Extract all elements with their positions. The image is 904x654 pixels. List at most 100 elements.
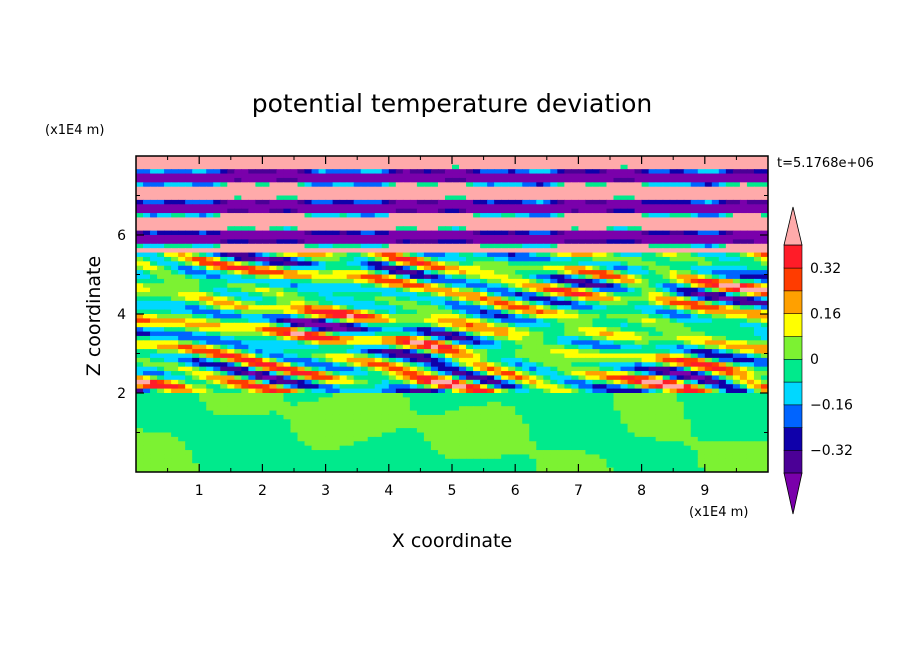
field-cell [241, 331, 249, 337]
field-cell [395, 191, 404, 197]
field-cell [262, 199, 271, 205]
field-cell [416, 195, 425, 201]
field-cell [388, 318, 397, 324]
field-cell [739, 221, 748, 227]
field-cell [339, 270, 348, 276]
field-cell [234, 270, 242, 276]
field-cell [143, 397, 151, 403]
field-cell [585, 160, 594, 166]
field-cell [423, 204, 432, 210]
field-cell [409, 274, 418, 280]
field-cell [304, 191, 313, 197]
field-cell [578, 331, 587, 337]
field-cell [487, 208, 495, 214]
field-cell [255, 309, 263, 315]
field-cell [655, 331, 664, 337]
field-cell [297, 230, 306, 236]
field-cell [374, 156, 383, 161]
field-cell [409, 221, 418, 227]
field-cell [360, 353, 369, 359]
field-cell [381, 371, 390, 377]
field-cell [718, 204, 727, 210]
field-cell [711, 230, 720, 236]
field-cell [599, 278, 608, 284]
field-cell [220, 191, 228, 197]
field-cell [543, 265, 551, 271]
field-cell [241, 353, 249, 359]
field-cell [592, 357, 601, 363]
field-cell [367, 278, 376, 284]
field-cell [283, 357, 292, 363]
field-cell [402, 353, 411, 359]
field-cell [248, 261, 256, 267]
field-cell [185, 274, 193, 280]
field-cell [388, 379, 397, 385]
field-cell [325, 208, 334, 214]
field-cell [311, 235, 320, 240]
field-cell [409, 182, 418, 188]
field-cell [536, 213, 544, 219]
field-cell [143, 300, 151, 306]
field-cell [325, 287, 334, 293]
time-label: t=5.1768e+06 [777, 156, 874, 171]
field-cell [739, 362, 748, 368]
field-cell [423, 357, 432, 363]
field-cell [430, 296, 439, 302]
field-cell [704, 195, 713, 201]
field-cell [276, 156, 285, 161]
field-cell [290, 344, 299, 350]
field-cell [753, 283, 762, 289]
field-cell [199, 261, 207, 267]
field-cell [697, 199, 706, 205]
field-cell [346, 353, 355, 359]
field-cell [676, 318, 685, 324]
field-cell [487, 296, 495, 302]
field-cell [732, 191, 741, 197]
field-cell [683, 217, 692, 223]
field-cell [444, 292, 453, 298]
field-cell [466, 362, 474, 368]
field-cell [346, 327, 355, 333]
field-cell [697, 156, 706, 161]
field-cell [437, 371, 446, 377]
field-cell [178, 397, 186, 403]
field-cell [234, 362, 242, 368]
field-cell [346, 388, 355, 394]
field-cell [150, 357, 158, 363]
field-cell [613, 384, 622, 390]
field-cell [388, 169, 397, 175]
field-cell [676, 296, 685, 302]
field-cell [634, 349, 643, 355]
field-cell [739, 160, 748, 166]
field-cell [367, 213, 376, 219]
field-cell [178, 186, 186, 192]
field-cell [725, 256, 734, 262]
field-cell [248, 191, 256, 197]
field-cell [185, 309, 193, 315]
field-cell [683, 182, 692, 188]
field-cell [543, 256, 551, 262]
field-cell [199, 182, 207, 188]
field-cell [318, 340, 327, 346]
field-cell [690, 335, 699, 341]
field-cell [515, 331, 523, 337]
field-cell [164, 230, 172, 236]
field-cell [536, 379, 544, 385]
field-cell [543, 235, 551, 240]
field-cell [304, 160, 313, 166]
field-cell [452, 283, 460, 289]
field-cell [304, 344, 313, 350]
field-cell [571, 314, 579, 319]
field-cell [536, 309, 544, 315]
field-cell [220, 243, 228, 249]
field-cell [571, 305, 579, 311]
field-cell [655, 274, 664, 280]
field-cell [234, 283, 242, 289]
field-cell [648, 182, 657, 188]
field-cell [318, 388, 327, 394]
field-cell [304, 362, 313, 368]
field-cell [494, 191, 502, 197]
field-cell [171, 239, 179, 245]
field-cell [515, 248, 523, 254]
field-cell [423, 195, 432, 201]
